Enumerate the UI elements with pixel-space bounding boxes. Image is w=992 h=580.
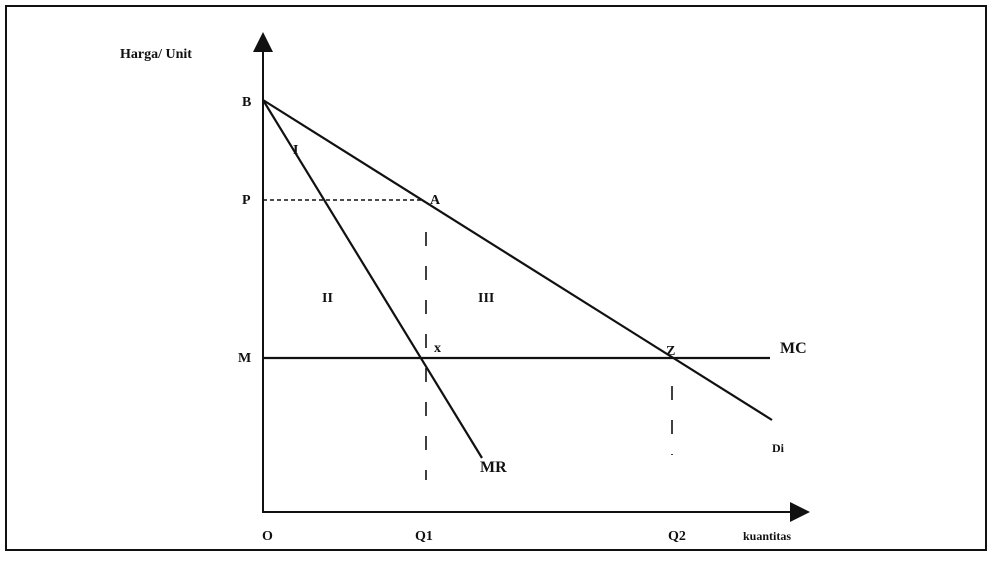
line-label: Di bbox=[772, 441, 785, 455]
y-axis-label: Harga/ Unit bbox=[120, 47, 192, 62]
area-label: I bbox=[293, 143, 298, 158]
point-label: B bbox=[242, 95, 251, 110]
demand-line bbox=[263, 100, 772, 420]
x-axis-label: kuantitas bbox=[743, 529, 791, 543]
point-label: Q2 bbox=[668, 529, 686, 544]
line-label: MR bbox=[480, 459, 507, 476]
origin-label: O bbox=[262, 529, 273, 544]
line-label: MC bbox=[780, 340, 807, 357]
point-label: P bbox=[242, 193, 251, 208]
point-label: x bbox=[434, 341, 441, 356]
point-label: M bbox=[238, 351, 251, 366]
point-label: Q1 bbox=[415, 529, 433, 544]
area-label: III bbox=[478, 291, 494, 306]
point-label: Z bbox=[666, 344, 675, 359]
diagram: Harga/ Unit kuantitas O B P M A x Z Q1 Q… bbox=[0, 0, 992, 580]
point-label: A bbox=[430, 193, 441, 208]
area-label: II bbox=[322, 291, 333, 306]
